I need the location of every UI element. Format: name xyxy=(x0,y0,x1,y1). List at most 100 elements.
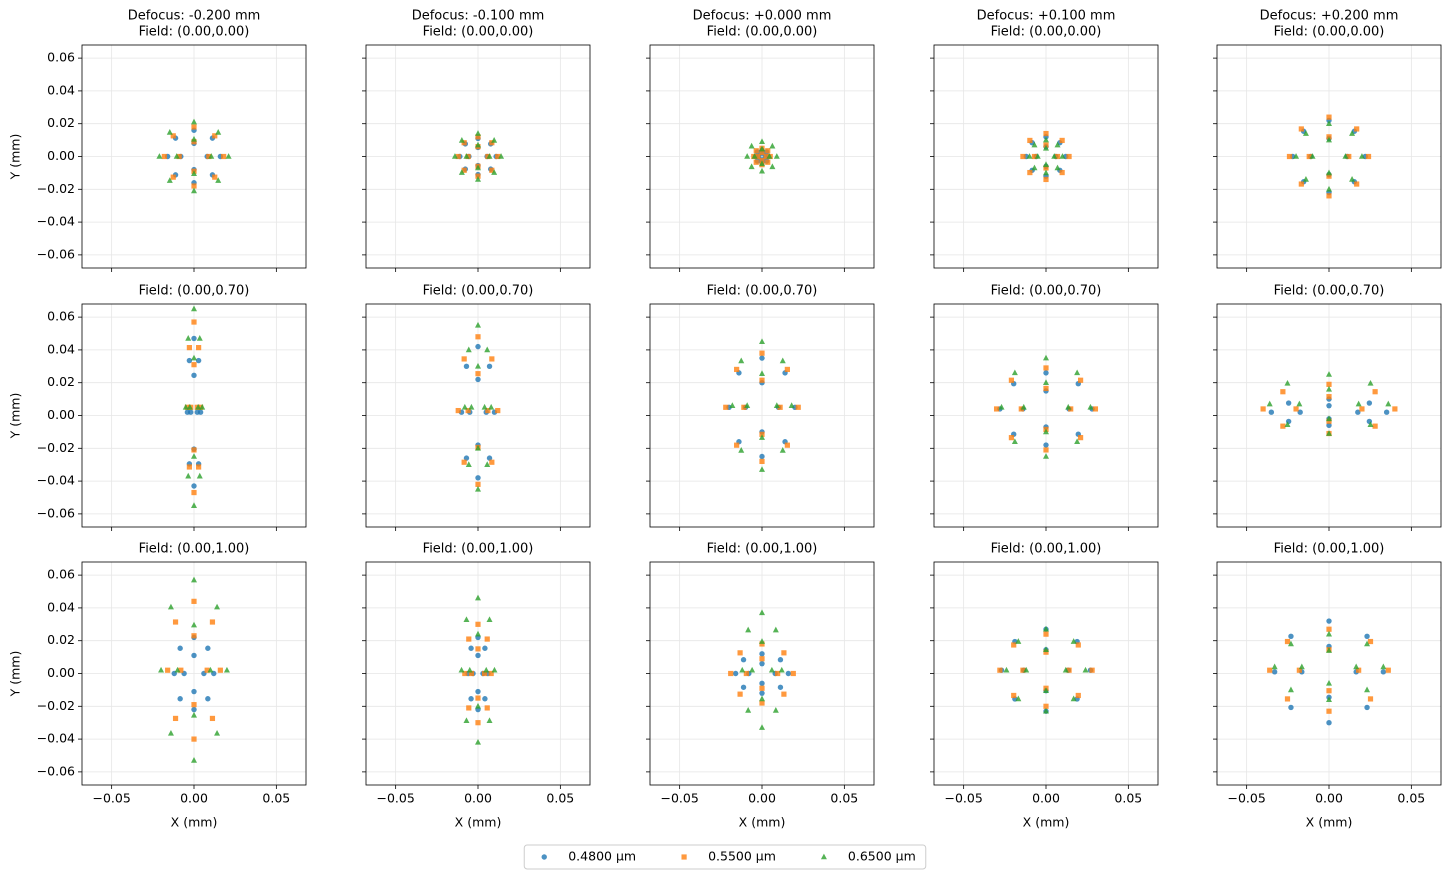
marker-circle xyxy=(482,645,488,651)
subplot-title: Field: (0.00,1.00) xyxy=(991,542,1102,557)
marker-triangle xyxy=(768,666,775,673)
marker-triangle xyxy=(1074,438,1081,445)
x-tick-label: 0.00 xyxy=(748,791,776,806)
subplot: Field: (0.00,0.70) xyxy=(362,284,591,531)
marker-triangle xyxy=(486,153,493,159)
marker-triangle xyxy=(191,135,197,142)
marker-triangle xyxy=(465,346,472,353)
marker-square xyxy=(997,667,1003,673)
marker-square xyxy=(723,404,729,410)
marker-circle xyxy=(759,680,765,687)
marker-circle xyxy=(463,455,470,461)
marker-triangle xyxy=(1367,379,1374,386)
plot-frame xyxy=(81,44,307,269)
marker-circle xyxy=(759,660,765,667)
marker-triangle xyxy=(1043,453,1049,459)
y-tick-label: 0.00 xyxy=(47,148,75,163)
marker-triangle xyxy=(779,357,786,364)
marker-square xyxy=(1346,153,1352,160)
marker-square xyxy=(1043,165,1049,171)
marker-square xyxy=(753,148,759,154)
marker-triangle xyxy=(475,141,481,148)
marker-circle xyxy=(191,335,197,342)
marker-triangle xyxy=(759,466,765,472)
marker-square xyxy=(191,139,197,145)
marker-square xyxy=(161,153,167,160)
marker-square xyxy=(1043,385,1049,392)
marker-triangle xyxy=(1296,400,1303,407)
marker-square xyxy=(765,159,771,165)
marker-triangle xyxy=(1284,379,1291,386)
marker-square xyxy=(759,377,765,383)
marker-square xyxy=(1293,406,1299,412)
y-axis-label: Y (mm) xyxy=(8,393,23,440)
marker-circle xyxy=(468,645,474,651)
marker-triangle xyxy=(1326,630,1332,637)
marker-circle xyxy=(1366,400,1373,406)
x-tick-label: −0.05 xyxy=(92,791,130,806)
marker-triangle xyxy=(759,370,765,376)
marker-triangle xyxy=(1326,430,1332,436)
marker-triangle xyxy=(488,403,495,410)
marker-square xyxy=(191,736,197,742)
subplot-title: Field: (0.00,1.00) xyxy=(139,542,250,557)
subplot: Field: (0.00,0.70) xyxy=(1213,284,1442,531)
marker-triangle xyxy=(196,472,203,479)
marker-square xyxy=(1020,153,1026,160)
marker-triangle xyxy=(1043,687,1049,694)
marker-triangle xyxy=(475,444,481,451)
marker-triangle xyxy=(1074,369,1081,376)
marker-square xyxy=(468,670,475,677)
marker-triangle xyxy=(475,164,481,171)
marker-square xyxy=(1008,435,1015,441)
marker-square xyxy=(1354,181,1360,187)
marker-triangle xyxy=(759,638,765,644)
marker-square xyxy=(209,715,216,722)
marker-triangle xyxy=(451,153,458,159)
marker-triangle xyxy=(1326,679,1332,686)
marker-square xyxy=(475,334,481,340)
marker-square xyxy=(1043,631,1049,637)
marker-circle xyxy=(1268,409,1275,415)
marker-triangle xyxy=(1011,369,1018,376)
marker-triangle xyxy=(191,757,197,763)
marker-square xyxy=(728,670,734,677)
marker-triangle xyxy=(466,666,473,673)
marker-square xyxy=(212,133,218,139)
marker-triangle xyxy=(1031,141,1038,148)
marker-triangle xyxy=(475,362,481,369)
marker-square xyxy=(1367,696,1374,702)
marker-triangle xyxy=(759,338,765,345)
marker-square xyxy=(466,705,472,711)
marker-triangle xyxy=(1051,153,1058,159)
marker-circle xyxy=(194,409,200,415)
marker-triangle xyxy=(1011,438,1018,445)
marker-triangle xyxy=(745,706,752,713)
legend-label: 0.4800 µm xyxy=(568,849,636,864)
marker-triangle xyxy=(191,305,197,312)
marker-square xyxy=(1284,638,1291,645)
marker-square xyxy=(489,459,495,465)
marker-triangle xyxy=(215,177,222,183)
marker-square xyxy=(1367,638,1374,645)
marker-square xyxy=(191,124,197,130)
marker-square xyxy=(1392,406,1398,412)
marker-square xyxy=(455,407,461,414)
marker-triangle xyxy=(475,738,481,745)
marker-triangle xyxy=(1043,136,1049,143)
marker-circle xyxy=(759,355,765,361)
marker-triangle xyxy=(1302,130,1309,136)
marker-circle xyxy=(475,376,481,383)
marker-square xyxy=(209,619,216,625)
marker-triangle xyxy=(1087,403,1094,410)
marker-circle xyxy=(1364,633,1370,639)
y-tick-label: 0.00 xyxy=(47,665,75,680)
subplot-title: Field: (0.00,1.00) xyxy=(1274,542,1385,557)
marker-triangle xyxy=(1082,666,1089,673)
x-axis-label: X (mm) xyxy=(1306,815,1353,830)
marker-circle xyxy=(191,706,197,713)
marker-square xyxy=(475,646,481,652)
marker-triangle xyxy=(1364,640,1371,647)
marker-triangle xyxy=(1015,695,1022,702)
